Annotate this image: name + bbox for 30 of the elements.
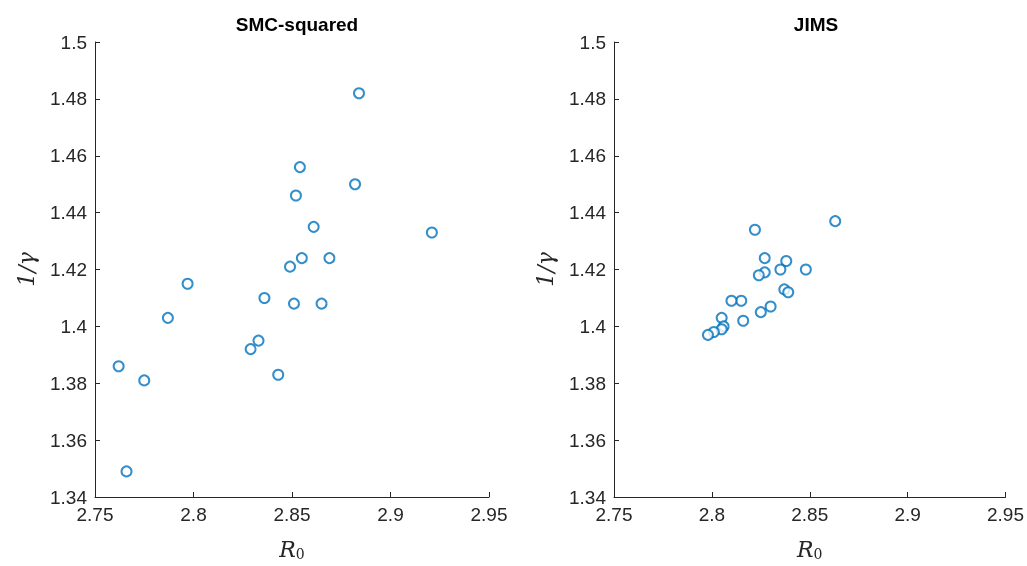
x-tick-label: 2.95 <box>470 504 508 525</box>
y-tick-label: 1.46 <box>50 145 87 167</box>
x-tick-label: 2.9 <box>894 504 921 525</box>
y-axis-title: 1/γ <box>532 251 558 287</box>
y-tick-label: 1.4 <box>579 315 607 337</box>
y-tick-label: 1.38 <box>569 372 606 394</box>
y-tick-label: 1.5 <box>60 31 87 53</box>
x-axis-title: R0 <box>278 536 305 562</box>
y-axis-title: 1/γ <box>13 251 39 287</box>
y-tick-label: 1.42 <box>569 259 606 280</box>
x-axis-title: R0 <box>796 536 823 562</box>
y-tick-label: 1.48 <box>569 88 606 110</box>
chart-title: JIMS <box>793 14 839 35</box>
y-tick-label: 1.42 <box>50 259 87 280</box>
y-tick-label: 1.44 <box>569 202 607 224</box>
x-tick-label: 2.9 <box>377 504 404 525</box>
x-tick-label: 2.85 <box>273 504 311 525</box>
x-tick-label: 2.85 <box>791 504 829 525</box>
chart-title: SMC-squared <box>235 14 359 35</box>
y-tick-label: 1.36 <box>50 429 87 451</box>
y-tick-label: 1.44 <box>50 202 88 224</box>
y-tick-label: 1.4 <box>60 315 88 337</box>
y-tick-label: 1.36 <box>569 429 606 451</box>
x-tick-label: 2.95 <box>987 504 1024 525</box>
x-tick-label: 2.8 <box>698 504 726 525</box>
y-tick-label: 1.38 <box>50 372 87 394</box>
y-tick-label: 1.46 <box>569 145 606 167</box>
y-tick-label: 1.5 <box>579 31 606 53</box>
y-tick-label: 1.48 <box>50 88 87 110</box>
x-tick-label: 2.8 <box>180 504 207 525</box>
